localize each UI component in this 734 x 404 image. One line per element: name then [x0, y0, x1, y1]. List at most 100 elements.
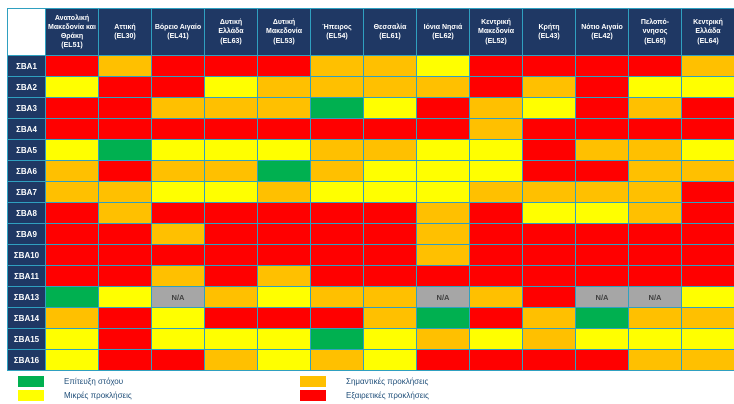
heatmap-cell-ΣΒΑ14-EL41 [152, 308, 204, 328]
heatmap-cell-ΣΒΑ8-EL64 [682, 203, 734, 223]
heatmap-cell-ΣΒΑ1-EL65 [629, 56, 681, 76]
heatmap-cell-ΣΒΑ4-EL61 [364, 119, 416, 139]
heatmap-cell-ΣΒΑ13-EL65: N/A [629, 287, 681, 307]
heatmap-cell-ΣΒΑ9-EL61 [364, 224, 416, 244]
column-header-region: Κεντρική Ελλάδα [693, 19, 723, 36]
row-label-ΣΒΑ8: ΣΒΑ8 [8, 203, 45, 223]
heatmap-cell-ΣΒΑ5-EL51 [46, 140, 98, 160]
row-label-ΣΒΑ15: ΣΒΑ15 [8, 329, 45, 349]
heatmap-cell-ΣΒΑ10-EL62 [417, 245, 469, 265]
heatmap-cell-ΣΒΑ6-EL53 [258, 161, 310, 181]
heatmap-cell-ΣΒΑ7-EL64 [682, 182, 734, 202]
column-header-EL54: Ήπειρος (EL54) [311, 9, 363, 55]
heatmap-cell-ΣΒΑ15-EL53 [258, 329, 310, 349]
heatmap-cell-ΣΒΑ10-EL65 [629, 245, 681, 265]
column-header-code: (EL30) [114, 33, 136, 40]
row-label-ΣΒΑ14: ΣΒΑ14 [8, 308, 45, 328]
heatmap-cell-ΣΒΑ4-EL62 [417, 119, 469, 139]
heatmap-cell-ΣΒΑ10-EL52 [470, 245, 522, 265]
heatmap-cell-ΣΒΑ2-EL62 [417, 77, 469, 97]
column-header-code: (EL41) [167, 33, 189, 40]
heatmap-cell-ΣΒΑ3-EL65 [629, 98, 681, 118]
heatmap-cell-ΣΒΑ2-EL41 [152, 77, 204, 97]
heatmap-cell-ΣΒΑ13-EL62: N/A [417, 287, 469, 307]
heatmap-cell-ΣΒΑ3-EL42 [576, 98, 628, 118]
column-header-code: (EL65) [644, 37, 666, 45]
heatmap-cell-ΣΒΑ8-EL42 [576, 203, 628, 223]
row-label-ΣΒΑ13: ΣΒΑ13 [8, 287, 45, 307]
heatmap-cell-ΣΒΑ15-EL42 [576, 329, 628, 349]
heatmap-cell-ΣΒΑ16-EL51 [46, 350, 98, 370]
legend-item-orange: Σημαντικές προκλήσεις [300, 375, 429, 387]
heatmap-cell-ΣΒΑ1-EL64 [682, 56, 734, 76]
heatmap-cell-ΣΒΑ2-EL52 [470, 77, 522, 97]
heatmap-cell-ΣΒΑ6-EL42 [576, 161, 628, 181]
heatmap-cell-ΣΒΑ1-EL61 [364, 56, 416, 76]
heatmap-cell-ΣΒΑ3-EL43 [523, 98, 575, 118]
heatmap-cell-ΣΒΑ1-EL30 [99, 56, 151, 76]
heatmap-cell-ΣΒΑ2-EL42 [576, 77, 628, 97]
heatmap-cell-ΣΒΑ15-EL65 [629, 329, 681, 349]
heatmap-cell-ΣΒΑ9-EL63 [205, 224, 257, 244]
heatmap-cell-ΣΒΑ11-EL65 [629, 266, 681, 286]
row-label-ΣΒΑ5: ΣΒΑ5 [8, 140, 45, 160]
column-header-EL53: Δυτική Μακεδονία (EL53) [258, 9, 310, 55]
heatmap-cell-ΣΒΑ2-EL63 [205, 77, 257, 97]
heatmap-cell-ΣΒΑ7-EL53 [258, 182, 310, 202]
heatmap-cell-ΣΒΑ7-EL61 [364, 182, 416, 202]
legend-item-red: Εξαιρετικές προκλήσεις [300, 389, 429, 401]
heatmap-cell-ΣΒΑ8-EL63 [205, 203, 257, 223]
heatmap-cell-ΣΒΑ5-EL54 [311, 140, 363, 160]
heatmap-cell-ΣΒΑ11-EL54 [311, 266, 363, 286]
heatmap-cell-ΣΒΑ4-EL51 [46, 119, 98, 139]
heatmap-cell-ΣΒΑ16-EL61 [364, 350, 416, 370]
heatmap-cell-ΣΒΑ4-EL52 [470, 119, 522, 139]
heatmap-cell-ΣΒΑ9-EL53 [258, 224, 310, 244]
column-header-code: (EL51) [61, 42, 83, 50]
heatmap-cell-ΣΒΑ3-EL63 [205, 98, 257, 118]
heatmap-cell-ΣΒΑ9-EL64 [682, 224, 734, 244]
heatmap-cell-ΣΒΑ9-EL51 [46, 224, 98, 244]
column-header-EL65: Πελοπό-ννησος (EL65) [629, 9, 681, 55]
heatmap-cell-ΣΒΑ14-EL63 [205, 308, 257, 328]
legend-swatch-yellow [18, 389, 44, 401]
column-header-code: (EL63) [220, 37, 242, 45]
heatmap-cell-ΣΒΑ2-EL43 [523, 77, 575, 97]
heatmap-cell-ΣΒΑ4-EL54 [311, 119, 363, 139]
heatmap-cell-ΣΒΑ7-EL63 [205, 182, 257, 202]
heatmap-cell-ΣΒΑ9-EL41 [152, 224, 204, 244]
heatmap-cell-ΣΒΑ14-EL42 [576, 308, 628, 328]
heatmap-cell-ΣΒΑ2-EL61 [364, 77, 416, 97]
column-header-region: Ήπειρος [322, 23, 352, 31]
heatmap-cell-ΣΒΑ1-EL62 [417, 56, 469, 76]
heatmap-cell-ΣΒΑ4-EL53 [258, 119, 310, 139]
heatmap-cell-ΣΒΑ15-EL52 [470, 329, 522, 349]
heatmap-cell-ΣΒΑ1-EL52 [470, 56, 522, 76]
heatmap-cell-ΣΒΑ11-EL63 [205, 266, 257, 286]
column-header-region: Δυτική Μακεδονία [265, 19, 303, 36]
row-label-ΣΒΑ7: ΣΒΑ7 [8, 182, 45, 202]
heatmap-cell-ΣΒΑ10-EL61 [364, 245, 416, 265]
heatmap-cell-ΣΒΑ10-EL53 [258, 245, 310, 265]
heatmap-cell-ΣΒΑ13-EL42: N/A [576, 287, 628, 307]
legend-swatch-orange [300, 375, 326, 387]
heatmap-cell-ΣΒΑ1-EL53 [258, 56, 310, 76]
heatmap-cell-ΣΒΑ9-EL43 [523, 224, 575, 244]
heatmap-cell-ΣΒΑ8-EL30 [99, 203, 151, 223]
column-header-EL64: Κεντρική Ελλάδα (EL64) [682, 9, 734, 55]
heatmap-cell-ΣΒΑ16-EL52 [470, 350, 522, 370]
heatmap-cell-ΣΒΑ9-EL52 [470, 224, 522, 244]
heatmap-cell-ΣΒΑ11-EL53 [258, 266, 310, 286]
heatmap-cell-ΣΒΑ10-EL51 [46, 245, 98, 265]
heatmap-cell-ΣΒΑ15-EL54 [311, 329, 363, 349]
heatmap-cell-ΣΒΑ13-EL64 [682, 287, 734, 307]
heatmap-cell-ΣΒΑ5-EL52 [470, 140, 522, 160]
heatmap-cell-ΣΒΑ14-EL43 [523, 308, 575, 328]
column-header-region: Ανατολική Μακεδονία και Θράκη [48, 14, 96, 40]
heatmap-cell-ΣΒΑ3-EL64 [682, 98, 734, 118]
heatmap-cell-ΣΒΑ5-EL53 [258, 140, 310, 160]
heatmap-cell-ΣΒΑ4-EL41 [152, 119, 204, 139]
heatmap-cell-ΣΒΑ6-EL62 [417, 161, 469, 181]
heatmap-cell-ΣΒΑ9-EL62 [417, 224, 469, 244]
heatmap-cell-ΣΒΑ8-EL54 [311, 203, 363, 223]
